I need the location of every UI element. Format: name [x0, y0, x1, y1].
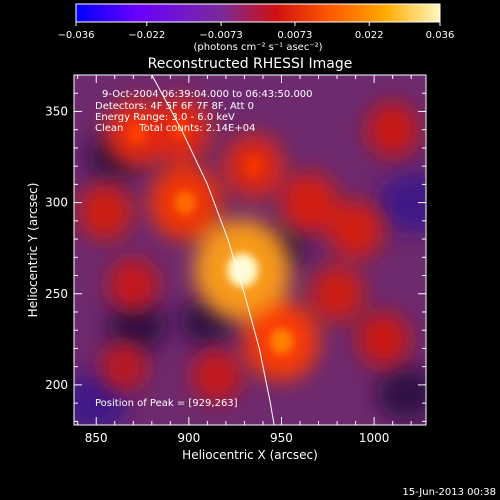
negative-region-blob	[108, 302, 166, 352]
colorbar-ticks: −0.036 −0.022 −0.0073 0.0073 0.022 0.036	[57, 22, 454, 41]
energy-range-label: Energy Range: 3.0 - 6.0 keV	[95, 112, 235, 123]
emission-core-blob	[174, 190, 197, 215]
emission-source-blob	[100, 342, 148, 392]
x-tick-label: 850	[85, 431, 108, 445]
colorbar: −0.036 −0.022 −0.0073 0.0073 0.022 0.036 (pho…	[57, 3, 454, 53]
colorbar-tick-label: −0.022	[128, 30, 165, 41]
y-tick-label: 300	[45, 196, 68, 210]
emission-source-blob	[78, 183, 133, 240]
x-axis: 850 900 950 1000	[77, 75, 412, 445]
y-tick-label: 200	[45, 378, 68, 392]
emission-source-blob	[191, 349, 242, 403]
emission-source-blob	[366, 102, 419, 157]
emission-source-blob	[108, 258, 159, 311]
x-tick-label: 1000	[359, 431, 390, 445]
negative-region-blob	[376, 368, 426, 421]
colorbar-gradient	[75, 3, 441, 23]
solar-limb-line	[151, 75, 275, 425]
emission-source-blob	[357, 312, 410, 367]
x-tick-label: 950	[270, 431, 293, 445]
method-counts-label: Clean Total counts: 2.14E+04	[95, 123, 255, 134]
emission-core-blob	[127, 122, 147, 145]
colorbar-tick-label: −0.036	[57, 30, 94, 41]
emission-cores	[127, 119, 294, 354]
x-axis-label: Heliocentric X (arcsec)	[182, 448, 318, 462]
colorbar-tick-label: −0.0073	[199, 30, 242, 41]
colorbar-tick-label: 0.022	[355, 30, 384, 41]
colorbar-units: (photons cm⁻² s⁻¹ asec⁻²)	[193, 42, 322, 53]
y-axis-label: Heliocentric Y (arcsec)	[26, 183, 40, 318]
colorbar-tick-label: 0.036	[426, 30, 455, 41]
emission-source-blob	[327, 200, 384, 260]
y-axis: 200 250 300 350	[45, 74, 426, 422]
colorbar-tick-label: 0.0073	[277, 30, 312, 41]
emission-source-blob	[280, 172, 338, 233]
emission-source-blob	[310, 265, 364, 322]
footer-date: 15-Jun-2013 00:38	[402, 487, 496, 498]
negative-region-blob	[378, 172, 426, 234]
y-tick-label: 350	[45, 104, 68, 118]
x-tick-label: 900	[177, 431, 200, 445]
emission-sources	[78, 96, 419, 403]
peak-position-label: Position of Peak = [929,263]	[95, 398, 238, 409]
chart-title: Reconstructed RHESSI Image	[148, 56, 353, 72]
plot-area	[74, 75, 426, 425]
emission-core-blob	[244, 156, 263, 177]
y-tick-label: 250	[45, 287, 68, 301]
annotations: 9-Oct-2004 06:39:04.000 to 06:43:50.000 …	[95, 89, 313, 409]
time-range-label: 9-Oct-2004 06:39:04.000 to 06:43:50.000	[102, 89, 313, 100]
detectors-label: Detectors: 4F 5F 6F 7F 8F, Att 0	[95, 101, 254, 112]
plot-frame	[73, 74, 427, 426]
emission-core-blob	[269, 328, 294, 354]
